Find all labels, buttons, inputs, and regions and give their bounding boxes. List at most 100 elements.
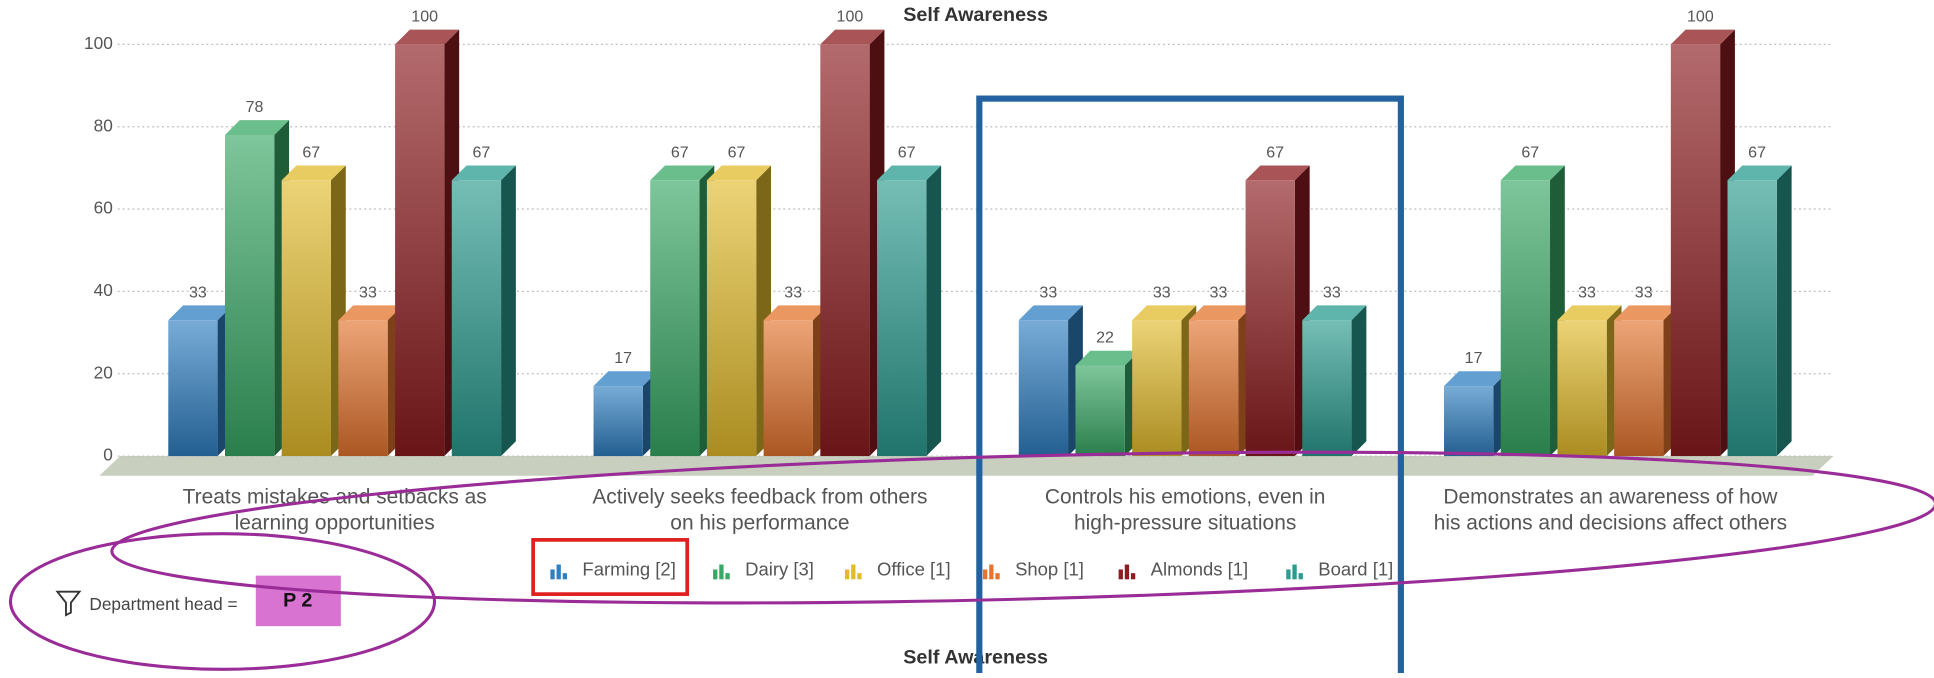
- legend-icon: [1286, 569, 1291, 580]
- x-tick-label: Demonstrates an awareness of how: [1443, 486, 1778, 509]
- y-tick-label: 60: [94, 198, 113, 218]
- legend-label: Dairy [3]: [745, 559, 814, 580]
- bar-top: [1018, 305, 1083, 321]
- bar-side: [1776, 165, 1792, 457]
- y-tick-label: 100: [84, 33, 113, 53]
- value-label: 100: [411, 7, 438, 25]
- filter-label: Department head =: [89, 594, 237, 614]
- value-label: 17: [614, 349, 632, 367]
- x-tick-label: on his performance: [670, 511, 849, 534]
- bar: [820, 44, 870, 457]
- y-tick-label: 0: [103, 445, 113, 465]
- bar-top: [1245, 165, 1310, 181]
- legend-icon: [562, 573, 568, 580]
- bar: [1614, 320, 1664, 457]
- bar: [1018, 320, 1069, 457]
- bar-top: [338, 305, 403, 321]
- bar-top: [1188, 305, 1253, 321]
- bar-top: [706, 165, 772, 181]
- legend-icon: [983, 569, 988, 580]
- value-label: 67: [898, 143, 916, 161]
- bar: [1075, 365, 1125, 457]
- value-label: 67: [1748, 143, 1766, 161]
- bar: [168, 320, 218, 457]
- value-label: 67: [1521, 143, 1539, 161]
- bar-top: [281, 165, 346, 181]
- bar-top: [650, 165, 715, 181]
- filter-icon: [55, 590, 82, 617]
- bar: [1500, 180, 1551, 457]
- value-label: 33: [189, 283, 207, 301]
- bar-side: [926, 165, 942, 457]
- value-label: 33: [1578, 283, 1596, 301]
- legend-icon: [550, 569, 555, 580]
- bar-top: [1727, 165, 1792, 181]
- value-label: 22: [1096, 329, 1114, 347]
- bar: [1188, 320, 1239, 457]
- bar-top: [763, 305, 828, 321]
- bar: [395, 44, 445, 457]
- bar-side: [1351, 305, 1367, 457]
- bar: [451, 180, 502, 457]
- value-label: 100: [837, 7, 864, 25]
- bar: [650, 180, 700, 457]
- bar-top: [1500, 165, 1565, 181]
- annotation-ellipse: [8, 532, 437, 671]
- filter-chip: [255, 575, 341, 627]
- bar: [1444, 386, 1494, 457]
- legend-icon: [725, 573, 730, 580]
- value-label: 78: [246, 98, 264, 116]
- bar: [338, 320, 388, 457]
- bar-side: [501, 165, 516, 457]
- value-label: 67: [472, 143, 490, 161]
- legend-icon: [1298, 573, 1303, 580]
- bar-top: [820, 29, 885, 45]
- legend-label: Farming [2]: [582, 559, 675, 580]
- x-tick-label: learning opportunities: [235, 511, 435, 534]
- legend-icon: [1292, 564, 1297, 580]
- bar-top: [1670, 29, 1735, 45]
- value-label: 33: [1635, 283, 1653, 301]
- bar-top: [168, 305, 233, 321]
- value-label: 67: [728, 143, 746, 161]
- next-chart-title: Self Awareness: [903, 646, 1048, 668]
- annotation-ellipse: [110, 450, 1934, 605]
- x-tick-label: his actions and decisions affect others: [1434, 511, 1787, 534]
- value-label: 17: [1465, 349, 1483, 367]
- legend-icon: [851, 564, 856, 580]
- bar: [877, 180, 927, 457]
- bar-top: [1614, 305, 1679, 321]
- bar-top: [877, 165, 942, 181]
- bar: [224, 134, 275, 457]
- legend-icon: [857, 573, 862, 580]
- legend-label: Shop [1]: [1015, 559, 1084, 580]
- bar: [1727, 180, 1777, 457]
- bar: [281, 180, 331, 457]
- bar: [706, 180, 757, 457]
- bar-top: [1302, 305, 1367, 321]
- bar: [1245, 180, 1295, 457]
- legend-label: Board [1]: [1318, 559, 1393, 580]
- value-label: 33: [784, 283, 802, 301]
- value-label: 33: [1153, 283, 1171, 301]
- x-tick-label: Controls his emotions, even in: [1045, 486, 1325, 509]
- bar: [1302, 320, 1352, 457]
- bar: [1670, 44, 1721, 457]
- filter-value: P 2: [283, 590, 312, 612]
- legend-label: Almonds [1]: [1151, 559, 1249, 580]
- bar: [593, 386, 643, 457]
- bar-top: [1557, 305, 1622, 321]
- y-tick-label: 80: [94, 115, 113, 135]
- bar-top: [593, 371, 658, 387]
- value-label: 33: [1323, 283, 1341, 301]
- bar-top: [395, 29, 460, 45]
- value-label: 67: [1266, 143, 1284, 161]
- y-tick-label: 20: [94, 362, 113, 382]
- value-label: 67: [671, 143, 689, 161]
- annotation-box: [976, 95, 1404, 673]
- value-label: 33: [359, 283, 377, 301]
- legend-icon: [995, 573, 1000, 580]
- bar-top: [1444, 371, 1509, 387]
- bar-top: [451, 165, 516, 181]
